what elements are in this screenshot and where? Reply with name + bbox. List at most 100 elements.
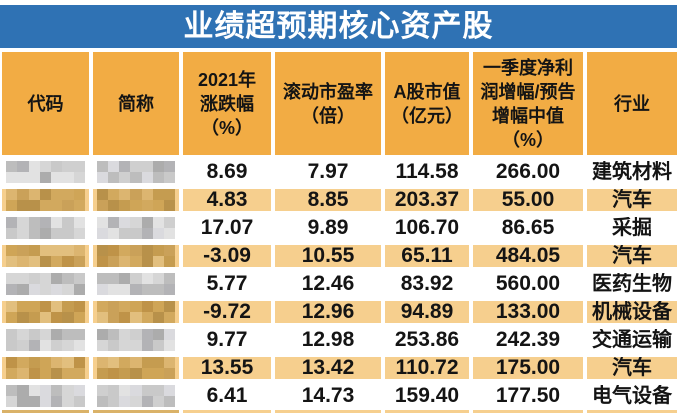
cell-mcap: 114.58: [385, 158, 473, 186]
cell-industry: [587, 410, 677, 413]
cell-chg: -9.72: [183, 298, 275, 326]
cell-chg: 5.77: [183, 270, 275, 298]
censored-mosaic: [6, 245, 85, 267]
censored-cell-name: [93, 410, 183, 413]
cell-pe: 12.98: [275, 326, 385, 354]
cell-mcap: 110.72: [385, 354, 473, 382]
censored-mosaic: [97, 161, 175, 183]
cell-q1: 484.05: [473, 242, 587, 270]
censored-cell-name: [93, 186, 183, 214]
censored-cell-code: [2, 186, 93, 214]
censored-mosaic: [97, 217, 175, 239]
censored-mosaic: [6, 301, 85, 323]
censored-cell-name: [93, 270, 183, 298]
censored-cell-code: [2, 382, 93, 410]
censored-cell-code: [2, 410, 93, 413]
cell-industry: 电气设备: [587, 382, 677, 410]
column-header-pe: 滚动市盈率 （倍）: [275, 52, 385, 158]
table-row: 13.55 13.42 110.72 175.00 汽车: [2, 354, 677, 382]
cutoff-row: [2, 410, 677, 413]
cell-chg: 13.55: [183, 354, 275, 382]
cell-pe: 9.89: [275, 214, 385, 242]
page-title: 业绩超预期核心资产股: [183, 9, 494, 43]
censored-cell-code: [2, 270, 93, 298]
cell-q1: 242.39: [473, 326, 587, 354]
censored-mosaic: [6, 385, 85, 407]
table-row: 6.41 14.73 159.40 177.50 电气设备: [2, 382, 677, 410]
table-header: 代码 简称 2021年 涨跌幅 （%） 滚动市盈率 （倍） A股市值 （亿元） …: [2, 52, 677, 158]
table-row: 8.69 7.97 114.58 266.00 建筑材料: [2, 158, 677, 186]
cell-mcap: 159.40: [385, 382, 473, 410]
cell-chg: 17.07: [183, 214, 275, 242]
header-row: 代码 简称 2021年 涨跌幅 （%） 滚动市盈率 （倍） A股市值 （亿元） …: [2, 52, 677, 158]
censored-cell-code: [2, 242, 93, 270]
censored-cell-code: [2, 298, 93, 326]
cell-q1: 55.00: [473, 186, 587, 214]
cell-mcap: 106.70: [385, 214, 473, 242]
cell-q1: [473, 410, 587, 413]
column-header-q1: 一季度净利 润增幅/预告 增幅中值 （%）: [473, 52, 587, 158]
censored-cell-name: [93, 158, 183, 186]
censored-cell-name: [93, 298, 183, 326]
censored-cell-name: [93, 326, 183, 354]
cell-industry: 汽车: [587, 242, 677, 270]
censored-mosaic: [97, 301, 175, 323]
cell-pe: 8.85: [275, 186, 385, 214]
table-row: -3.09 10.55 65.11 484.05 汽车: [2, 242, 677, 270]
column-header-chg: 2021年 涨跌幅 （%）: [183, 52, 275, 158]
censored-mosaic: [97, 189, 175, 211]
cell-mcap: 253.86: [385, 326, 473, 354]
cell-mcap: 203.37: [385, 186, 473, 214]
censored-cell-code: [2, 326, 93, 354]
censored-cell-code: [2, 214, 93, 242]
table-row: -9.72 12.96 94.89 133.00 机械设备: [2, 298, 677, 326]
table-body: 8.69 7.97 114.58 266.00 建筑材料 4.83 8.85 203.37 55…: [2, 158, 677, 413]
cell-pe: 12.46: [275, 270, 385, 298]
censored-mosaic: [6, 161, 85, 183]
cell-pe: [275, 410, 385, 413]
cell-pe: 13.42: [275, 354, 385, 382]
table-row: 5.77 12.46 83.92 560.00 医药生物: [2, 270, 677, 298]
cell-q1: 175.00: [473, 354, 587, 382]
censored-cell-name: [93, 214, 183, 242]
cell-industry: 交通运输: [587, 326, 677, 354]
cell-q1: 133.00: [473, 298, 587, 326]
censored-mosaic: [6, 189, 85, 211]
cell-chg: 8.69: [183, 158, 275, 186]
cell-mcap: 65.11: [385, 242, 473, 270]
cell-q1: 560.00: [473, 270, 587, 298]
cell-industry: 医药生物: [587, 270, 677, 298]
cell-mcap: 94.89: [385, 298, 473, 326]
censored-mosaic: [97, 357, 175, 379]
cell-chg: 9.77: [183, 326, 275, 354]
cell-industry: 建筑材料: [587, 158, 677, 186]
cell-industry: 汽车: [587, 186, 677, 214]
censored-mosaic: [97, 245, 175, 267]
censored-cell-name: [93, 354, 183, 382]
cell-pe: 10.55: [275, 242, 385, 270]
stocks-table: 代码 简称 2021年 涨跌幅 （%） 滚动市盈率 （倍） A股市值 （亿元） …: [2, 52, 677, 413]
cell-chg: 4.83: [183, 186, 275, 214]
column-header-mcap: A股市值 （亿元）: [385, 52, 473, 158]
cell-q1: 177.50: [473, 382, 587, 410]
table-row: 17.07 9.89 106.70 86.65 采掘: [2, 214, 677, 242]
censored-mosaic: [97, 329, 175, 351]
cell-mcap: 83.92: [385, 270, 473, 298]
cell-pe: 12.96: [275, 298, 385, 326]
cell-chg: [183, 410, 275, 413]
column-header-name: 简称: [93, 52, 183, 158]
cell-industry: 采掘: [587, 214, 677, 242]
censored-cell-name: [93, 242, 183, 270]
column-header-code: 代码: [2, 52, 93, 158]
column-header-industry: 行业: [587, 52, 677, 158]
cell-industry: 汽车: [587, 354, 677, 382]
censored-mosaic: [97, 273, 175, 295]
censored-mosaic: [6, 329, 85, 351]
table-row: 4.83 8.85 203.37 55.00 汽车: [2, 186, 677, 214]
censored-mosaic: [6, 217, 85, 239]
censored-cell-name: [93, 382, 183, 410]
censored-mosaic: [97, 385, 175, 407]
cell-chg: -3.09: [183, 242, 275, 270]
censored-cell-code: [2, 158, 93, 186]
